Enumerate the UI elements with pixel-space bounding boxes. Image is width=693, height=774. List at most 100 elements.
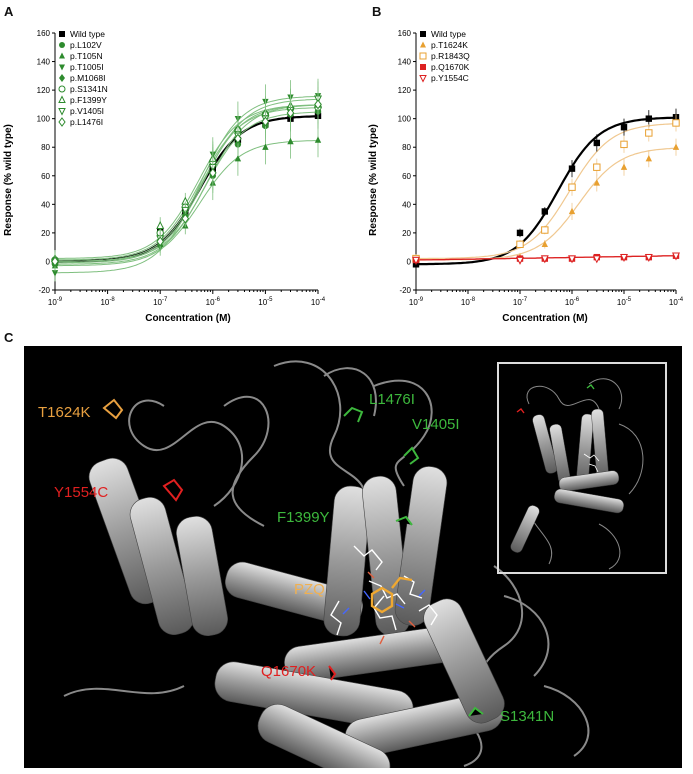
x-tick-label: 10-9 — [409, 297, 424, 307]
x-tick-label: 10-8 — [461, 297, 476, 307]
legend-entry: p.V1405I — [70, 106, 104, 116]
data-point — [620, 140, 628, 149]
data-point — [593, 179, 601, 186]
y-tick-label: 100 — [398, 115, 412, 124]
panel-c-letter: C — [4, 330, 14, 345]
structure-overview-inset — [497, 362, 667, 574]
data-point — [51, 256, 59, 267]
chart-b-ylabel: Response (% wild type) — [368, 124, 379, 236]
data-point — [645, 154, 653, 162]
data-point — [181, 213, 190, 224]
y-tick-label: 120 — [37, 86, 51, 95]
legend-marker — [420, 41, 426, 48]
panel-b-letter: B — [372, 4, 382, 19]
legend-marker — [420, 31, 426, 37]
x-tick-label: 10-4 — [311, 297, 326, 307]
fit-curve — [415, 116, 677, 266]
y-tick-label: 60 — [402, 172, 411, 181]
y-tick-label: 60 — [41, 172, 50, 181]
data-point — [567, 255, 577, 264]
y-tick-label: 160 — [37, 29, 51, 38]
data-point — [541, 240, 549, 248]
legend-marker — [59, 74, 65, 82]
legend-marker — [58, 85, 66, 93]
y-tick-label: 20 — [41, 229, 50, 238]
y-tick-label: 80 — [41, 143, 50, 152]
chart-b-xlabel: Concentration (M) — [502, 313, 588, 324]
legend-entry: p.Q1670K — [431, 62, 470, 72]
legend-marker — [58, 117, 66, 127]
legend-entry: p.T1005I — [70, 62, 104, 72]
legend-entry: p.Y1554C — [431, 73, 469, 83]
legend-marker — [59, 31, 65, 37]
data-point — [411, 256, 421, 265]
chart-a: -20 0 20 40 60 80 100 120 140 160 10-9 10-8 10-7 10-6… — [3, 29, 326, 324]
x-tick-label: 10-5 — [617, 297, 632, 307]
y-tick-label: 140 — [37, 58, 51, 67]
data-point — [234, 133, 242, 144]
legend-marker — [58, 108, 66, 116]
data-point — [619, 253, 629, 262]
data-point — [645, 115, 653, 122]
data-point — [516, 229, 524, 237]
legend-marker — [58, 95, 66, 103]
label-y1554c: Y1554C — [54, 484, 109, 501]
inset-ribbon-drawing — [510, 378, 644, 570]
label-v1405i: V1405I — [412, 416, 460, 433]
y-tick-label: 160 — [398, 29, 412, 38]
y-tick-label: 120 — [398, 86, 412, 95]
x-tick-label: 10-6 — [565, 297, 580, 307]
x-tick-label: 10-8 — [100, 297, 115, 307]
data-point — [620, 124, 628, 131]
data-point — [644, 253, 653, 262]
x-tick-label: 10-6 — [206, 297, 221, 307]
fit-curve — [55, 107, 318, 261]
y-tick-label: 100 — [37, 115, 51, 124]
legend-entry: p.F1399Y — [70, 95, 107, 105]
legend-entry: p.L1476I — [70, 117, 103, 127]
legend-entry: Wild type — [70, 29, 105, 39]
fit-curve — [55, 104, 318, 262]
fit-curve — [55, 104, 318, 259]
y-tick-label: 140 — [398, 58, 412, 67]
x-tick-label: 10-7 — [513, 297, 528, 307]
legend-entry: p.T1624K — [431, 40, 468, 50]
legend-marker — [59, 42, 65, 48]
data-point — [287, 137, 294, 145]
label-s1341n: S1341N — [500, 708, 555, 725]
fit-curve — [55, 104, 319, 262]
data-point — [568, 207, 576, 215]
legend-marker — [59, 52, 65, 59]
x-tick-label: 10-4 — [669, 297, 684, 307]
protein-structure-image: T1624K Y1554C L1476I V1405I F1399Y PZQ Q… — [24, 346, 682, 768]
legend-entry: Wild type — [431, 29, 466, 39]
y-tick-label: -20 — [399, 286, 411, 295]
legend-entry: p.M1068I — [70, 73, 105, 83]
data-point — [671, 252, 681, 261]
chart-a-xlabel: Concentration (M) — [145, 313, 231, 324]
data-point — [568, 183, 576, 191]
data-point — [541, 226, 549, 234]
legend-entry: p.L102V — [70, 40, 102, 50]
data-point — [286, 107, 295, 118]
legend-entry: p.S1341N — [70, 84, 108, 94]
label-pzq: PZQ — [294, 581, 325, 598]
y-tick-label: -20 — [38, 286, 50, 295]
y-tick-label: 20 — [402, 229, 411, 238]
data-point — [593, 139, 601, 147]
data-point — [672, 119, 680, 127]
legend-entry: p.R1843Q — [431, 51, 470, 61]
data-point — [516, 240, 524, 249]
data-point — [592, 255, 601, 264]
data-point — [515, 256, 525, 265]
data-point — [208, 167, 217, 178]
legend-entry: p.T105N — [70, 51, 103, 61]
data-point — [262, 143, 269, 150]
panel-a-letter: A — [4, 4, 14, 19]
data-point — [541, 208, 549, 215]
x-tick-label: 10-7 — [153, 297, 168, 307]
data-point — [620, 163, 628, 170]
data-point — [234, 154, 242, 162]
protein-ribbon-drawing — [63, 360, 590, 768]
data-point — [645, 129, 653, 137]
